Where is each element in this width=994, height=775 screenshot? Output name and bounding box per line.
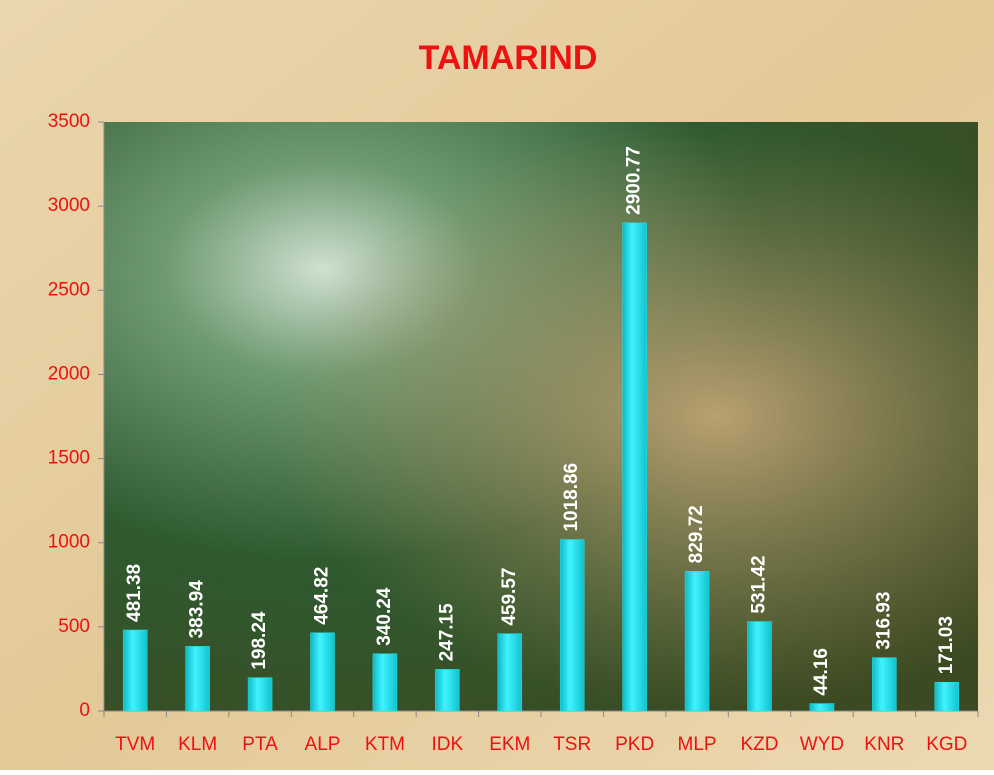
bar bbox=[247, 677, 273, 712]
y-tick-label: 3500 bbox=[48, 111, 90, 132]
bar bbox=[372, 653, 398, 712]
bar bbox=[934, 681, 960, 712]
data-label: 316.93 bbox=[873, 592, 894, 650]
chart-title: TAMARIND bbox=[419, 39, 598, 77]
y-tick-label: 3000 bbox=[48, 195, 90, 216]
y-tick-label: 2000 bbox=[48, 363, 90, 384]
x-tick-label: ALP bbox=[305, 734, 341, 755]
y-tick-label: 1500 bbox=[48, 448, 90, 469]
bar bbox=[435, 669, 460, 712]
bar bbox=[872, 657, 897, 712]
data-label: 481.38 bbox=[124, 564, 145, 622]
bar bbox=[185, 646, 210, 712]
bar bbox=[310, 632, 335, 712]
data-label: 171.03 bbox=[936, 616, 957, 674]
y-tick-label: 500 bbox=[58, 616, 90, 637]
x-tick-label: KNR bbox=[864, 734, 904, 755]
bar bbox=[559, 539, 585, 712]
bar bbox=[622, 222, 647, 712]
y-tick-label: 1000 bbox=[48, 532, 90, 553]
y-tick-label: 2500 bbox=[48, 279, 90, 300]
data-label: 829.72 bbox=[686, 505, 707, 563]
data-label: 1018.86 bbox=[561, 463, 582, 532]
plot-photo-overlay bbox=[104, 122, 978, 711]
data-label: 459.57 bbox=[499, 568, 520, 626]
data-label: 44.16 bbox=[811, 648, 832, 696]
x-tick-label: TSR bbox=[553, 734, 591, 755]
bar bbox=[497, 633, 523, 712]
x-tick-label: MLP bbox=[678, 734, 717, 755]
data-label: 383.94 bbox=[187, 580, 208, 639]
data-label: 340.24 bbox=[374, 587, 395, 646]
data-label: 247.15 bbox=[436, 603, 457, 662]
x-tick-label: KTM bbox=[365, 734, 405, 755]
bar bbox=[747, 621, 772, 712]
x-tick-label: KGD bbox=[926, 734, 967, 755]
x-tick-label: PTA bbox=[242, 734, 278, 755]
data-label: 531.42 bbox=[749, 555, 770, 613]
x-tick-label: EKM bbox=[489, 734, 530, 755]
data-label: 198.24 bbox=[249, 611, 270, 670]
data-label: 464.82 bbox=[312, 567, 333, 625]
x-tick-label: IDK bbox=[432, 734, 464, 755]
bar bbox=[809, 703, 835, 712]
x-tick-label: PKD bbox=[615, 734, 654, 755]
x-tick-label: KLM bbox=[178, 734, 217, 755]
y-tick-label: 0 bbox=[79, 700, 90, 721]
bar bbox=[684, 571, 710, 712]
data-label: 2900.77 bbox=[624, 146, 645, 215]
x-tick-label: TVM bbox=[115, 734, 155, 755]
x-tick-label: KZD bbox=[741, 734, 779, 755]
x-tick-label: WYD bbox=[800, 734, 844, 755]
bar bbox=[122, 629, 148, 712]
